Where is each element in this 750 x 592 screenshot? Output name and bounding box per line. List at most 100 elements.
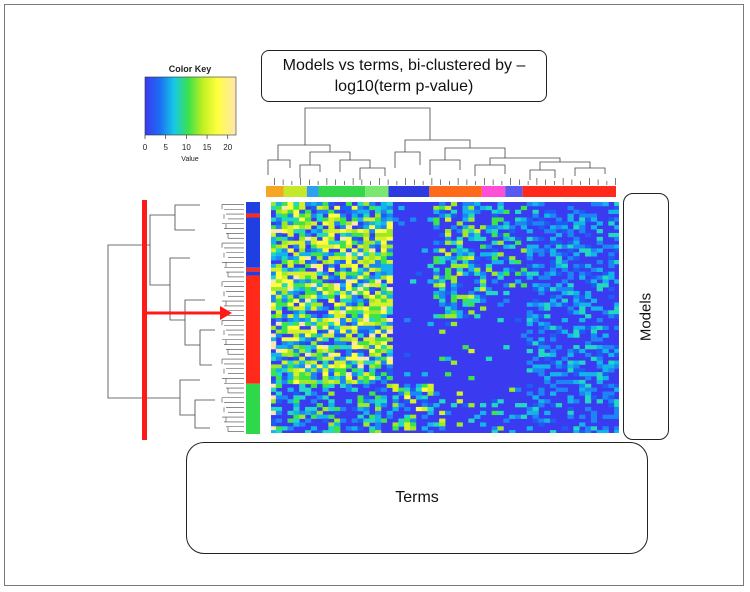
heatmap-cell — [270, 345, 277, 350]
heatmap-cell — [579, 298, 586, 303]
heatmap-cell — [410, 391, 417, 396]
heatmap-cell — [520, 414, 528, 419]
heatmap-cell — [310, 337, 318, 342]
heatmap-cell — [270, 205, 277, 211]
heatmap-cell — [316, 209, 323, 214]
heatmap-cell — [310, 368, 318, 373]
column-dendrogram-branch — [304, 107, 431, 145]
heatmap-cell — [456, 310, 463, 315]
heatmap-cell — [281, 225, 288, 230]
heatmap-cell — [270, 283, 277, 288]
heatmap-cell — [608, 403, 615, 408]
heatmap-cell — [462, 314, 469, 319]
heatmap-cell — [334, 302, 341, 307]
heatmap-cell — [369, 302, 376, 307]
heatmap-cell — [462, 229, 469, 234]
heatmap-cell — [520, 403, 528, 408]
heatmap-cell — [544, 229, 551, 234]
heatmap-cell — [450, 275, 458, 280]
heatmap-cell — [445, 229, 452, 234]
heatmap-cell — [299, 294, 306, 300]
heatmap-cell — [334, 430, 341, 435]
heatmap-cell — [439, 202, 446, 207]
heatmap-cell — [299, 414, 306, 419]
heatmap-cell — [334, 290, 341, 296]
heatmap-cell — [328, 391, 335, 396]
heatmap-cell — [334, 229, 341, 234]
heatmap-cell — [439, 298, 446, 303]
heatmap-cell — [550, 418, 557, 423]
heatmap-cell — [579, 209, 586, 214]
heatmap-cell — [270, 430, 277, 435]
heatmap-cell — [585, 252, 592, 257]
heatmap-cell — [322, 360, 329, 365]
heatmap-cell — [561, 426, 568, 431]
heatmap-cell — [410, 217, 417, 222]
heatmap-cell — [573, 221, 580, 226]
heatmap-cell — [369, 399, 376, 404]
heatmap-cell — [614, 236, 621, 242]
heatmap-cell — [281, 352, 288, 358]
heatmap-cell — [316, 283, 323, 288]
color-key-value-label: Value — [181, 156, 199, 163]
heatmap-cell — [491, 225, 498, 230]
heatmap-cell — [305, 337, 312, 342]
heatmap-cell — [468, 271, 475, 276]
heatmap-cell — [538, 248, 545, 253]
heatmap-cell — [287, 341, 294, 346]
heatmap-cell — [561, 290, 568, 296]
heatmap-cell — [340, 310, 347, 315]
heatmap-cell — [281, 376, 288, 381]
heatmap-cell — [375, 302, 382, 307]
heatmap-cell — [351, 256, 358, 261]
heatmap-cell — [322, 229, 329, 234]
heatmap-cell — [275, 221, 283, 226]
heatmap-cell — [305, 387, 312, 392]
heatmap-cell — [305, 287, 312, 292]
heatmap-cell — [334, 260, 341, 265]
heatmap-cell — [310, 333, 318, 338]
heatmap-cell — [310, 318, 318, 323]
heatmap-cell — [334, 422, 341, 427]
heatmap-cell — [316, 352, 323, 358]
heatmap-cell — [334, 314, 341, 319]
heatmap-cell — [544, 364, 551, 369]
heatmap-cell — [410, 399, 417, 404]
heatmap-cell — [415, 383, 423, 388]
heatmap-cell — [392, 399, 399, 404]
row-cluster-color-segment — [246, 271, 260, 276]
heatmap-cell — [421, 426, 428, 431]
heatmap-cell — [550, 294, 557, 300]
heatmap-cell — [590, 329, 598, 334]
heatmap-cell — [322, 232, 329, 238]
heatmap-cell — [340, 321, 347, 327]
heatmap-cell — [293, 341, 300, 346]
heatmap-cell — [351, 283, 358, 288]
heatmap-cell — [275, 376, 283, 381]
heatmap-cell — [334, 376, 341, 381]
heatmap-cell — [515, 387, 522, 392]
heatmap-cell — [567, 240, 574, 245]
heatmap-cell — [363, 267, 370, 272]
column-dendrogram-branch — [309, 151, 351, 165]
heatmap-cell — [375, 399, 382, 404]
heatmap-cell — [491, 290, 498, 296]
row-dendrogram-branch — [179, 379, 200, 416]
heatmap-cell — [503, 345, 510, 350]
heatmap-cell — [386, 279, 393, 284]
heatmap-cell — [439, 275, 446, 280]
heatmap-cell — [340, 217, 347, 222]
heatmap-cell — [526, 310, 533, 315]
heatmap-cell — [375, 290, 382, 296]
heatmap-cell — [340, 290, 347, 296]
heatmap-cell — [334, 360, 341, 365]
heatmap-cell — [485, 225, 493, 230]
heatmap-cell — [433, 294, 440, 300]
heatmap-cell — [281, 426, 288, 431]
heatmap-cell — [299, 221, 306, 226]
heatmap-cell — [299, 387, 306, 392]
heatmap-cell — [310, 352, 318, 358]
heatmap-cell — [293, 399, 300, 404]
heatmap-cell — [293, 294, 300, 300]
heatmap-cell — [363, 356, 370, 361]
